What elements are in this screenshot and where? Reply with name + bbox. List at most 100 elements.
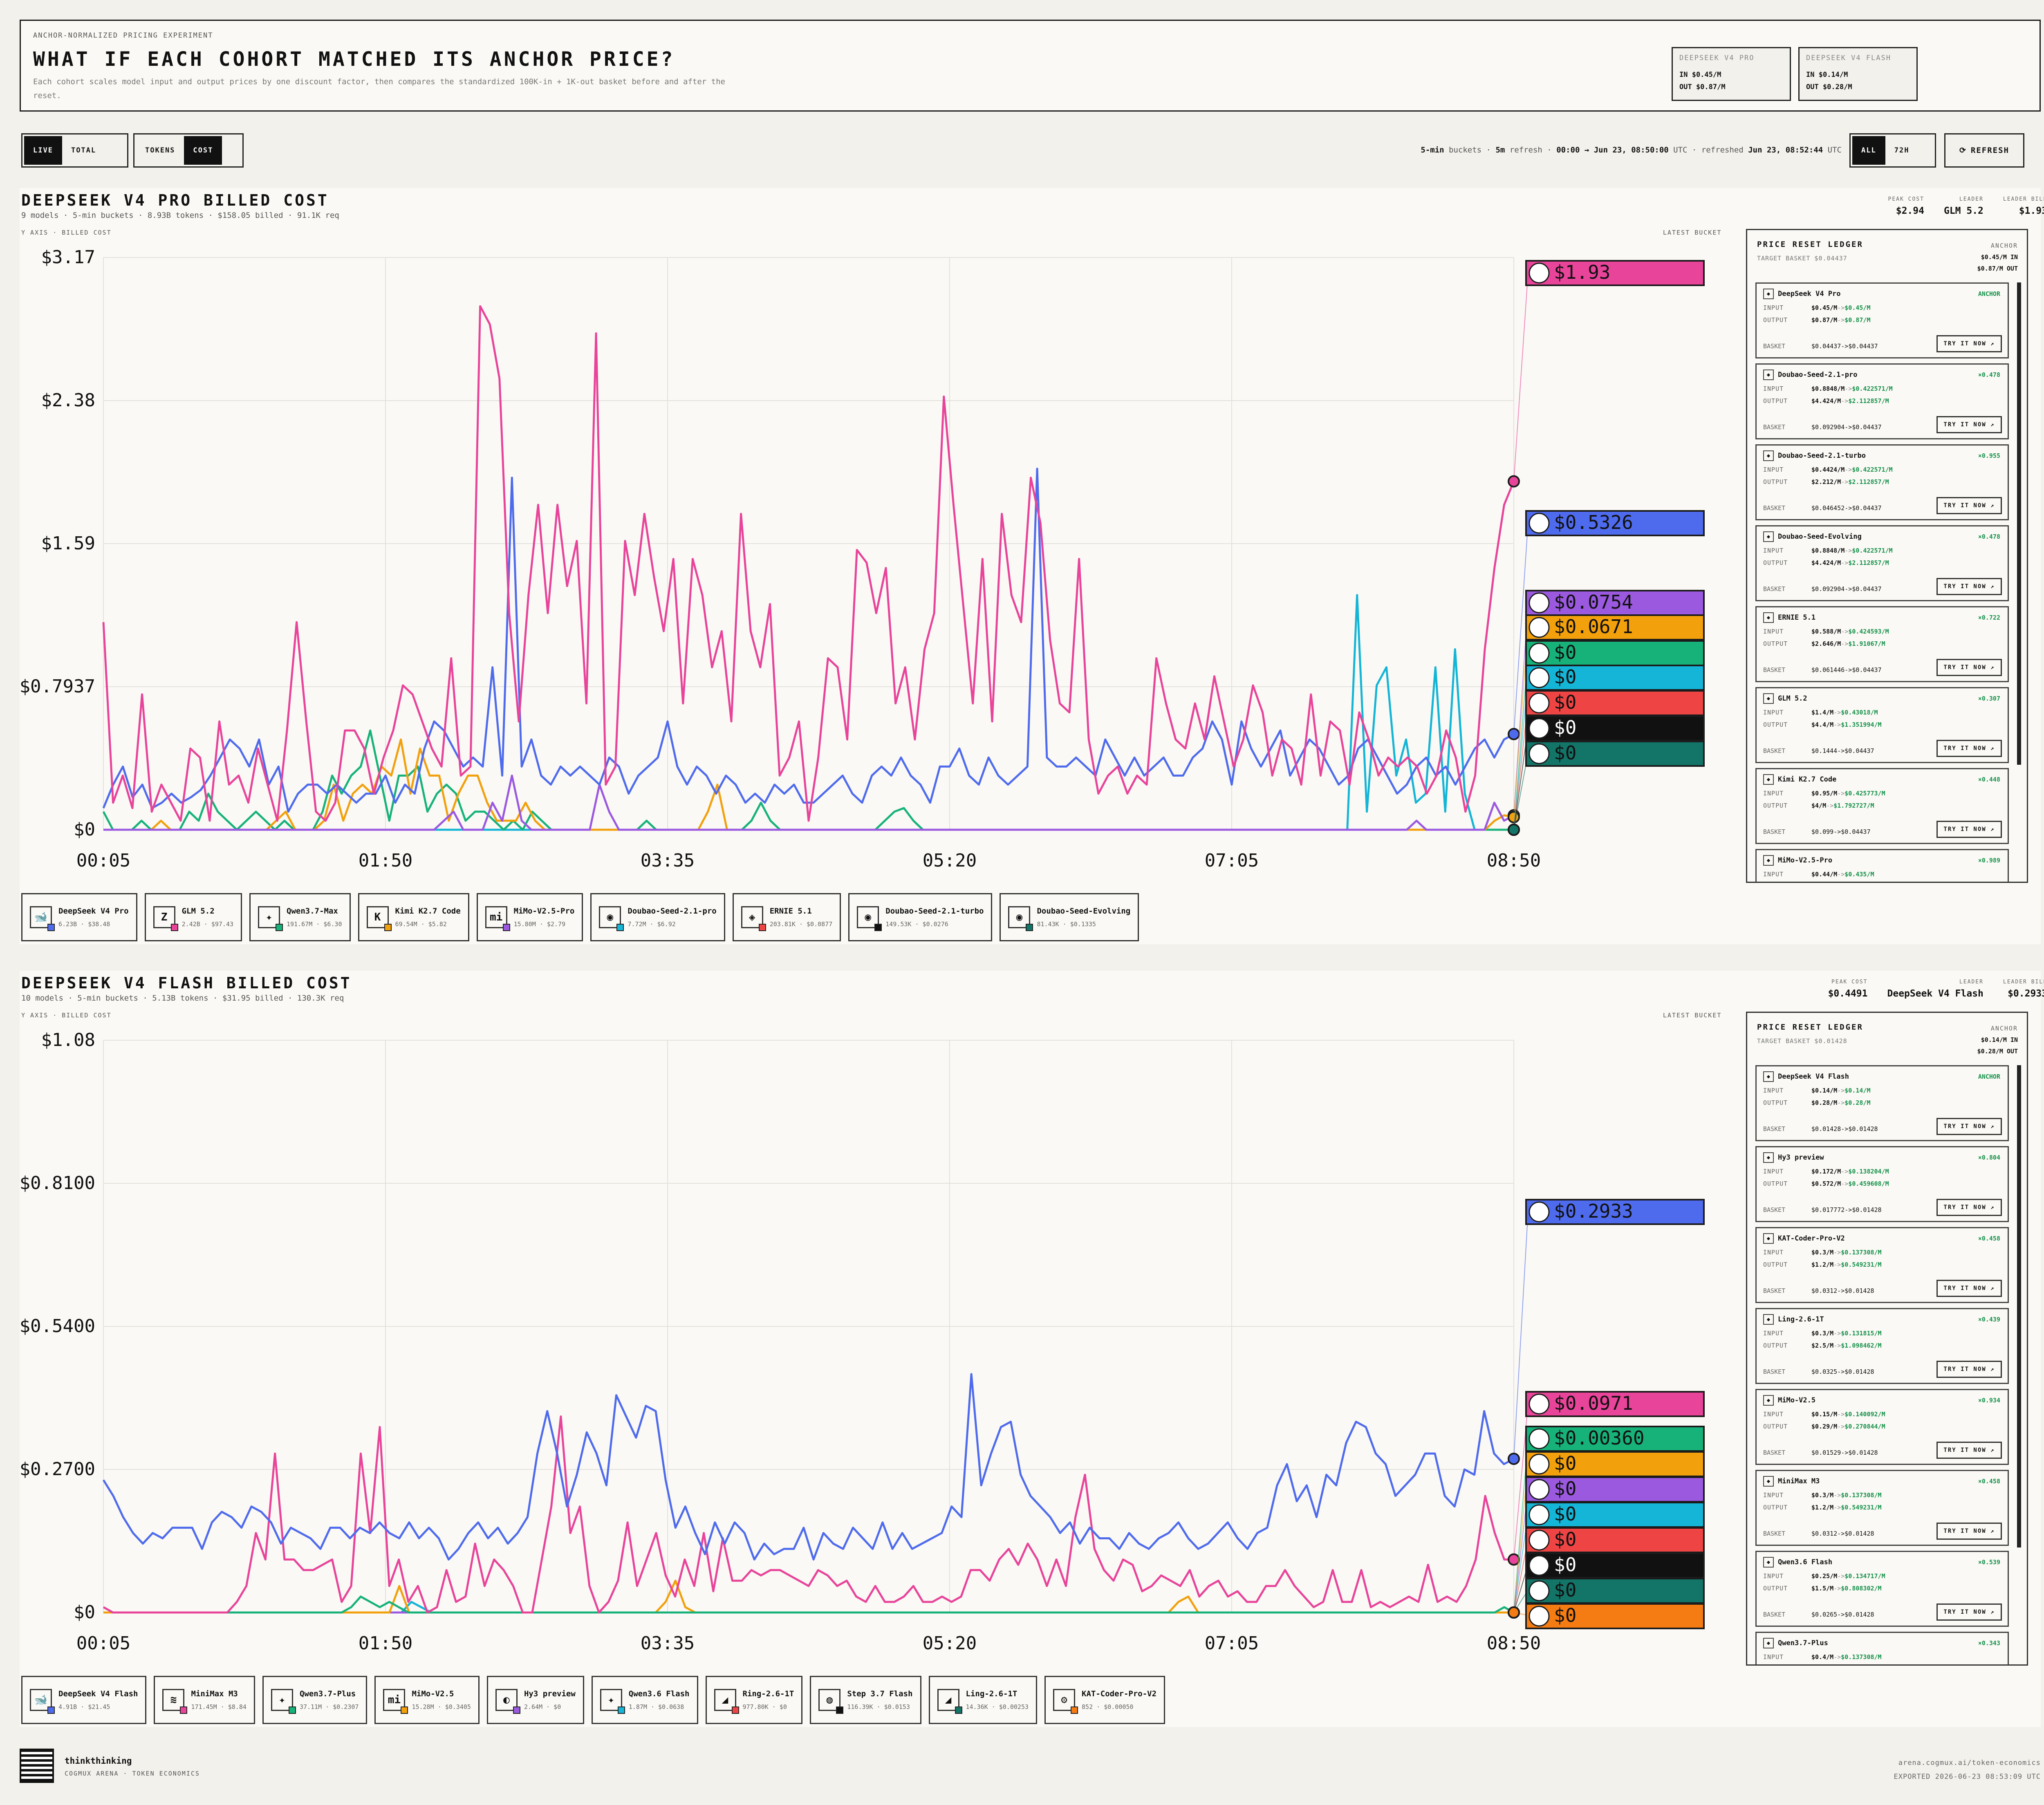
legend-item[interactable]: mi MiMo-V2.5 15.28M · $0.3405: [374, 1676, 480, 1724]
input-row: INPUT $0.8848/M -> $0.422571/M: [1763, 547, 2001, 554]
legend-item[interactable]: ◉ Doubao-Seed-2.1-pro 7.72M · $6.92: [590, 893, 725, 941]
toggle-live[interactable]: LIVE: [24, 136, 62, 165]
arrow-glyph: ->: [1837, 871, 1845, 878]
toggle-total[interactable]: TOTAL: [71, 146, 96, 155]
legend-item[interactable]: ◍ Step 3.7 Flash 116.39K · $0.0153: [810, 1676, 921, 1724]
footer-url[interactable]: arena.cogmux.ai/token-economics: [1898, 1759, 2041, 1767]
arrow-glyph: ->: [1845, 1206, 1852, 1214]
try-it-now-button[interactable]: TRY IT NOW ↗: [1936, 740, 2002, 757]
ledger-scrollbar[interactable]: [2017, 282, 2021, 765]
legend-text: Doubao-Seed-2.1-turbo 149.53K · $0.0276: [885, 907, 984, 928]
range-all[interactable]: ALL: [1852, 136, 1885, 165]
legend-sub: 977.80K · $0: [742, 1703, 787, 1711]
legend-item[interactable]: ◉ Doubao-Seed-Evolving 81.43K · $0.1335: [1000, 893, 1139, 941]
legend-item[interactable]: ≋ MiniMax M3 171.45M · $8.84: [154, 1676, 255, 1724]
latest-value-tag: [1525, 1426, 1705, 1452]
latest-value-tag: [1525, 1391, 1705, 1417]
new-basket: $0.04437: [1852, 504, 1882, 512]
legend-item[interactable]: 🐋 DeepSeek V4 Flash 4.91B · $21.45: [21, 1676, 147, 1724]
try-it-now-button[interactable]: TRY IT NOW ↗: [1936, 821, 2002, 838]
model-icon: ◆: [1763, 531, 1774, 542]
try-it-now-button[interactable]: TRY IT NOW ↗: [1936, 1442, 2002, 1459]
legend-item[interactable]: ✦ Qwen3.6 Flash 1.87M · $0.0638: [591, 1676, 698, 1724]
legend-item[interactable]: ◢ Ring-2.6-1T 977.80K · $0: [705, 1676, 803, 1724]
model-icon: ◆: [1763, 1557, 1774, 1568]
model-logo-icon: [1529, 592, 1550, 614]
try-it-now-button[interactable]: TRY IT NOW ↗: [1936, 1280, 2002, 1297]
refresh-button[interactable]: ⟳ REFRESH: [1944, 133, 2024, 168]
legend-item[interactable]: ✦ Qwen3.7-Max 191.67M · $6.30: [249, 893, 351, 941]
row-key: INPUT: [1763, 1249, 1784, 1256]
new-price: $0.459608/M: [1848, 1180, 1889, 1187]
legend-item[interactable]: ◉ Doubao-Seed-2.1-turbo 149.53K · $0.0276: [848, 893, 993, 941]
legend-item[interactable]: K Kimi K2.7 Code 69.54M · $5.82: [358, 893, 469, 941]
old-price: $4.424/M: [1811, 559, 1841, 567]
new-basket: $0.01428: [1845, 1368, 1874, 1375]
try-it-now-button[interactable]: TRY IT NOW ↗: [1936, 1199, 2002, 1216]
model-logo-icon: [1529, 262, 1550, 284]
input-row: INPUT $0.8848/M -> $0.422571/M: [1763, 385, 2001, 392]
arrow-glyph: ->: [1837, 747, 1845, 755]
chart-meta: 9 models · 5-min buckets · 8.93B tokens …: [21, 211, 339, 220]
stat-value: $1.93: [2019, 206, 2044, 216]
input-row: INPUT $0.15/M -> $0.140092/M: [1763, 1411, 2001, 1418]
ledger-card: ◆ Qwen3.6 Flash ×0.539 INPUT $0.25/M -> $0.1…: [1755, 1551, 2009, 1627]
latest-value-label: $0.0671: [1554, 616, 1633, 638]
legend-name: Doubao-Seed-Evolving: [1037, 907, 1131, 916]
legend-item[interactable]: 🐋 DeepSeek V4 Pro 6.23B · $38.48: [21, 893, 137, 941]
input-row: INPUT $0.4424/M -> $0.422571/M: [1763, 466, 2001, 473]
legend-swatch: [384, 924, 392, 931]
mode-toggle[interactable]: LIVE TOTAL: [21, 133, 128, 168]
input-row: INPUT $0.25/M -> $0.134717/M: [1763, 1572, 2001, 1580]
legend-item[interactable]: ⚙ KAT-Coder-Pro-V2 852 · $0.00050: [1044, 1676, 1165, 1724]
legend-item[interactable]: Z GLM 5.2 2.42B · $97.43: [144, 893, 242, 941]
stat-value: $0.4491: [1828, 988, 1868, 999]
try-it-now-button[interactable]: TRY IT NOW ↗: [1936, 497, 2002, 514]
legend-swatch: [616, 924, 624, 931]
toggle-tokens[interactable]: TOKENS: [145, 146, 175, 155]
old-price: $0.3/M: [1811, 1330, 1834, 1337]
legend-text: Doubao-Seed-2.1-pro 7.72M · $6.92: [628, 907, 716, 928]
range-toggle[interactable]: ALL 72H: [1849, 133, 1936, 168]
try-it-now-button[interactable]: TRY IT NOW ↗: [1936, 1603, 2002, 1621]
latest-point: [1508, 811, 1520, 824]
try-it-now-button[interactable]: TRY IT NOW ↗: [1936, 335, 2002, 352]
legend-item[interactable]: ◢ Ling-2.6-1T 14.36K · $0.00253: [928, 1676, 1038, 1724]
legend-text: ERNIE 5.1 203.81K · $0.0877: [770, 907, 833, 928]
old-price: $2.646/M: [1811, 640, 1841, 647]
latest-value-tag: [1525, 260, 1705, 286]
model-logo-icon: [1529, 1479, 1550, 1500]
legend-name: Hy3 preview: [524, 1689, 576, 1698]
legend-swatch: [513, 1706, 520, 1714]
try-it-now-button[interactable]: TRY IT NOW ↗: [1936, 1361, 2002, 1378]
model-name: ERNIE 5.1: [1778, 614, 1816, 622]
legend-name: Qwen3.6 Flash: [628, 1689, 690, 1698]
x-tick-label: 03:35: [641, 1633, 695, 1654]
legend-item[interactable]: mi MiMo-V2.5-Pro 15.80M · $2.79: [476, 893, 583, 941]
input-row: INPUT $1.4/M -> $0.43018/M: [1763, 709, 2001, 716]
output-row: OUTPUT $2.212/M -> $2.112857/M: [1763, 478, 2001, 486]
toggle-cost[interactable]: COST: [184, 136, 222, 165]
legend-item[interactable]: ✦ Qwen3.7-Plus 37.11M · $0.2307: [262, 1676, 368, 1724]
metric-toggle[interactable]: TOKENS COST: [133, 133, 244, 168]
stat-2: LEADER BILL $0.2933: [2003, 979, 2044, 999]
old-basket: $0.0265: [1811, 1611, 1838, 1618]
try-it-now-button[interactable]: TRY IT NOW ↗: [1936, 416, 2002, 433]
try-it-now-button[interactable]: TRY IT NOW ↗: [1936, 659, 2002, 676]
ledger-card: ◆ Doubao-Seed-2.1-turbo ×0.955 INPUT $0.4424…: [1755, 444, 2009, 520]
output-row: OUTPUT $4/M -> $1.792727/M: [1763, 802, 2001, 809]
discount-ratio: ×0.722: [1978, 614, 2000, 621]
legend-item[interactable]: ◐ Hy3 preview 2.64M · $0: [486, 1676, 584, 1724]
basket-row: BASKET $0.092904 -> $0.04437: [1763, 585, 1882, 593]
latest-value-tag: [1525, 741, 1705, 767]
legend-item[interactable]: ◈ ERNIE 5.1 203.81K · $0.0877: [732, 893, 841, 941]
try-it-now-button[interactable]: TRY IT NOW ↗: [1936, 578, 2002, 595]
legend-name: Qwen3.7-Plus: [299, 1689, 356, 1698]
range-72h[interactable]: 72H: [1894, 146, 1910, 155]
try-it-now-button[interactable]: TRY IT NOW ↗: [1936, 1118, 2002, 1135]
legend-text: DeepSeek V4 Pro 6.23B · $38.48: [58, 907, 129, 928]
stat-0: PEAK COST $0.4491: [1828, 979, 1868, 999]
ledger-scrollbar[interactable]: [2017, 1065, 2021, 1547]
qr-code[interactable]: [20, 1749, 54, 1783]
try-it-now-button[interactable]: TRY IT NOW ↗: [1936, 1523, 2002, 1540]
